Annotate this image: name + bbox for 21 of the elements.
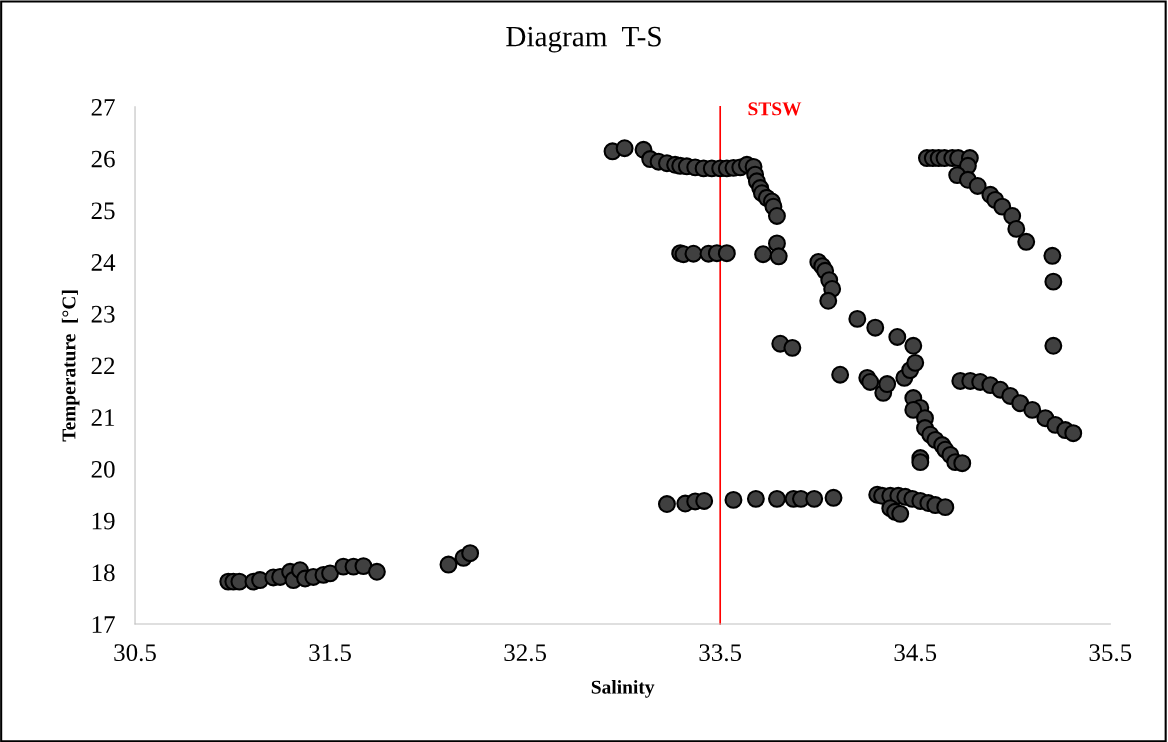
y-tick-label: 22: [91, 357, 115, 375]
x-tick-label: 34.5: [894, 644, 937, 662]
x-tick-label: 35.5: [1089, 644, 1132, 662]
x-axis-title: Salinity: [591, 680, 655, 698]
y-axis-title: Temperature [°C]: [61, 290, 80, 442]
y-tick-label: 26: [91, 150, 115, 168]
y-tick-label: 23: [91, 305, 115, 323]
ref-line-label: STSW: [748, 102, 802, 116]
x-tick-label: 30.5: [114, 644, 156, 662]
y-tick-label: 19: [92, 512, 115, 530]
y-tick-label: 21: [91, 409, 115, 426]
y-tick-label: 18: [92, 564, 115, 582]
y-tick-label: 17: [92, 616, 115, 633]
y-tick-label: 24: [91, 254, 116, 271]
y-tick-label: 20: [91, 460, 115, 478]
y-tick-label: 27: [91, 98, 115, 116]
y-tick-label: 25: [91, 202, 115, 220]
chart-title: Diagram T-S: [506, 26, 661, 53]
x-tick-label: 33.5: [699, 644, 742, 662]
x-tick-label: 32.5: [504, 644, 547, 662]
x-tick-label: 31.5: [309, 644, 351, 662]
